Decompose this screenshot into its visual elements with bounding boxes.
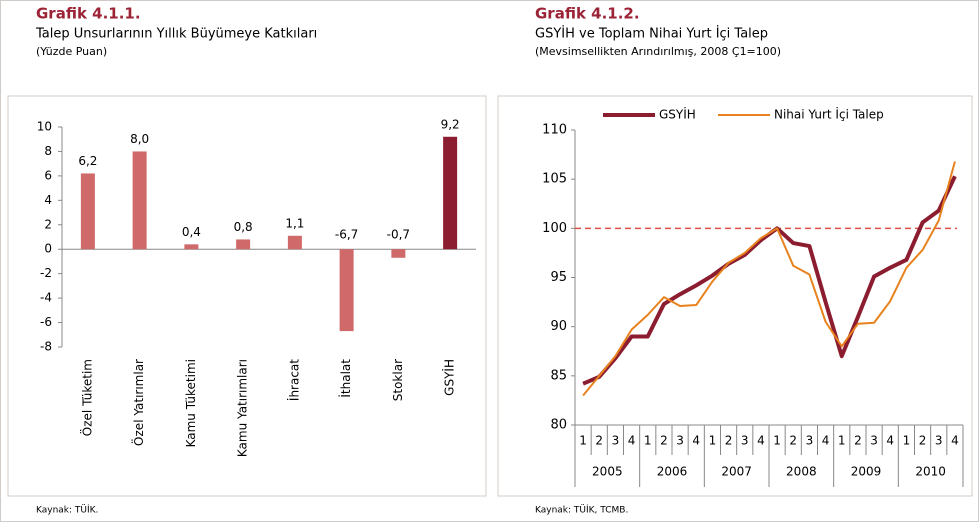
year-label: 2005 <box>592 465 623 479</box>
bar <box>184 244 199 250</box>
x-tick-label: 3 <box>806 434 814 448</box>
value-label: 0,4 <box>182 225 201 239</box>
year-label: 2010 <box>915 465 946 479</box>
x-tick-label: 3 <box>741 434 749 448</box>
unit-note: (Mevsimsellikten Arındırılmış, 2008 Ç1=1… <box>535 45 781 58</box>
x-tick-label: Özel Yatırımlar <box>130 359 146 446</box>
value-label: 0,8 <box>234 220 253 234</box>
chart-title: Grafik 4.1.2. <box>535 5 640 23</box>
bar <box>287 235 302 250</box>
x-tick-label: 3 <box>612 434 620 448</box>
x-tick-label: 4 <box>757 434 765 448</box>
value-label: -6,7 <box>335 228 358 242</box>
source: Kaynak: TÜİK, TCMB. <box>535 505 628 516</box>
x-tick-label: 2 <box>854 434 862 448</box>
y-tick-label: 4 <box>44 193 52 207</box>
y-tick-label: 6 <box>44 168 52 182</box>
panel-right <box>497 95 973 497</box>
x-tick-label: 2 <box>595 434 603 448</box>
x-tick-label: Stoklar <box>391 359 405 401</box>
x-tick-label: Özel Tüketim <box>78 359 94 436</box>
x-tick-label: 3 <box>935 434 943 448</box>
x-tick-label: İhracat <box>286 359 301 401</box>
legend-label: GSYİH <box>659 107 696 122</box>
x-tick-label: GSYİH <box>442 359 457 396</box>
panel-left <box>7 95 487 497</box>
bar <box>391 249 406 258</box>
bar <box>443 136 458 250</box>
bar <box>236 239 251 250</box>
series-line <box>582 161 956 397</box>
y-tick-label: 95 <box>550 270 567 285</box>
year-label: 2006 <box>657 465 688 479</box>
y-tick-label: 100 <box>542 221 567 236</box>
y-tick-label: 8 <box>44 144 52 158</box>
y-tick-label: 2 <box>44 217 52 231</box>
chart-title: Grafik 4.1.1. <box>36 5 141 23</box>
legend-label: Nihai Yurt İçi Talep <box>774 107 884 122</box>
x-tick-label: 4 <box>951 434 959 448</box>
x-tick-label: 4 <box>628 434 636 448</box>
value-label: -0,7 <box>387 228 410 242</box>
year-label: 2009 <box>851 465 882 479</box>
year-label: 2008 <box>786 465 817 479</box>
x-tick-label: 4 <box>886 434 894 448</box>
x-tick-label: 2 <box>919 434 927 448</box>
y-tick-label: 105 <box>542 172 567 187</box>
value-label: 1,1 <box>285 216 304 230</box>
bar <box>132 151 147 250</box>
year-label: 2007 <box>721 465 752 479</box>
bar <box>80 173 95 250</box>
y-tick-label: 110 <box>542 123 567 138</box>
source: Kaynak: TÜİK. <box>36 505 98 516</box>
bar <box>339 249 354 332</box>
x-tick-label: 2 <box>789 434 797 448</box>
x-tick-label: 3 <box>870 434 878 448</box>
y-tick-label: 90 <box>550 319 567 334</box>
x-tick-label: 1 <box>644 434 652 448</box>
y-tick-label: -2 <box>40 266 52 280</box>
chart-subtitle: Talep Unsurlarının Yıllık Büyümeye Katkı… <box>35 27 317 42</box>
value-label: 8,0 <box>130 132 149 146</box>
x-tick-label: 1 <box>709 434 717 448</box>
x-tick-label: 3 <box>676 434 684 448</box>
x-tick-label: 4 <box>822 434 830 448</box>
y-tick-label: -6 <box>40 315 52 329</box>
y-tick-label: 10 <box>37 120 52 134</box>
x-tick-label: 1 <box>773 434 781 448</box>
y-tick-label: 80 <box>550 418 567 433</box>
x-tick-label: 4 <box>692 434 700 448</box>
x-tick-label: 1 <box>903 434 911 448</box>
y-tick-label: -4 <box>40 291 52 305</box>
value-label: 6,2 <box>78 154 97 168</box>
unit-note: (Yüzde Puan) <box>36 45 107 58</box>
x-tick-label: Kamu Yatırımları <box>236 359 250 457</box>
chart-subtitle: GSYİH ve Toplam Nihai Yurt İçi Talep <box>535 26 768 42</box>
y-tick-label: 0 <box>44 242 52 256</box>
x-tick-label: 2 <box>725 434 733 448</box>
y-tick-label: 85 <box>550 368 567 383</box>
x-tick-label: 1 <box>838 434 846 448</box>
x-tick-label: 1 <box>579 434 587 448</box>
x-tick-label: 2 <box>660 434 668 448</box>
x-tick-label: İthalat <box>338 359 353 398</box>
value-label: 9,2 <box>441 117 460 131</box>
x-tick-label: Kamu Tüketimi <box>184 359 198 447</box>
y-tick-label: -8 <box>40 340 52 354</box>
